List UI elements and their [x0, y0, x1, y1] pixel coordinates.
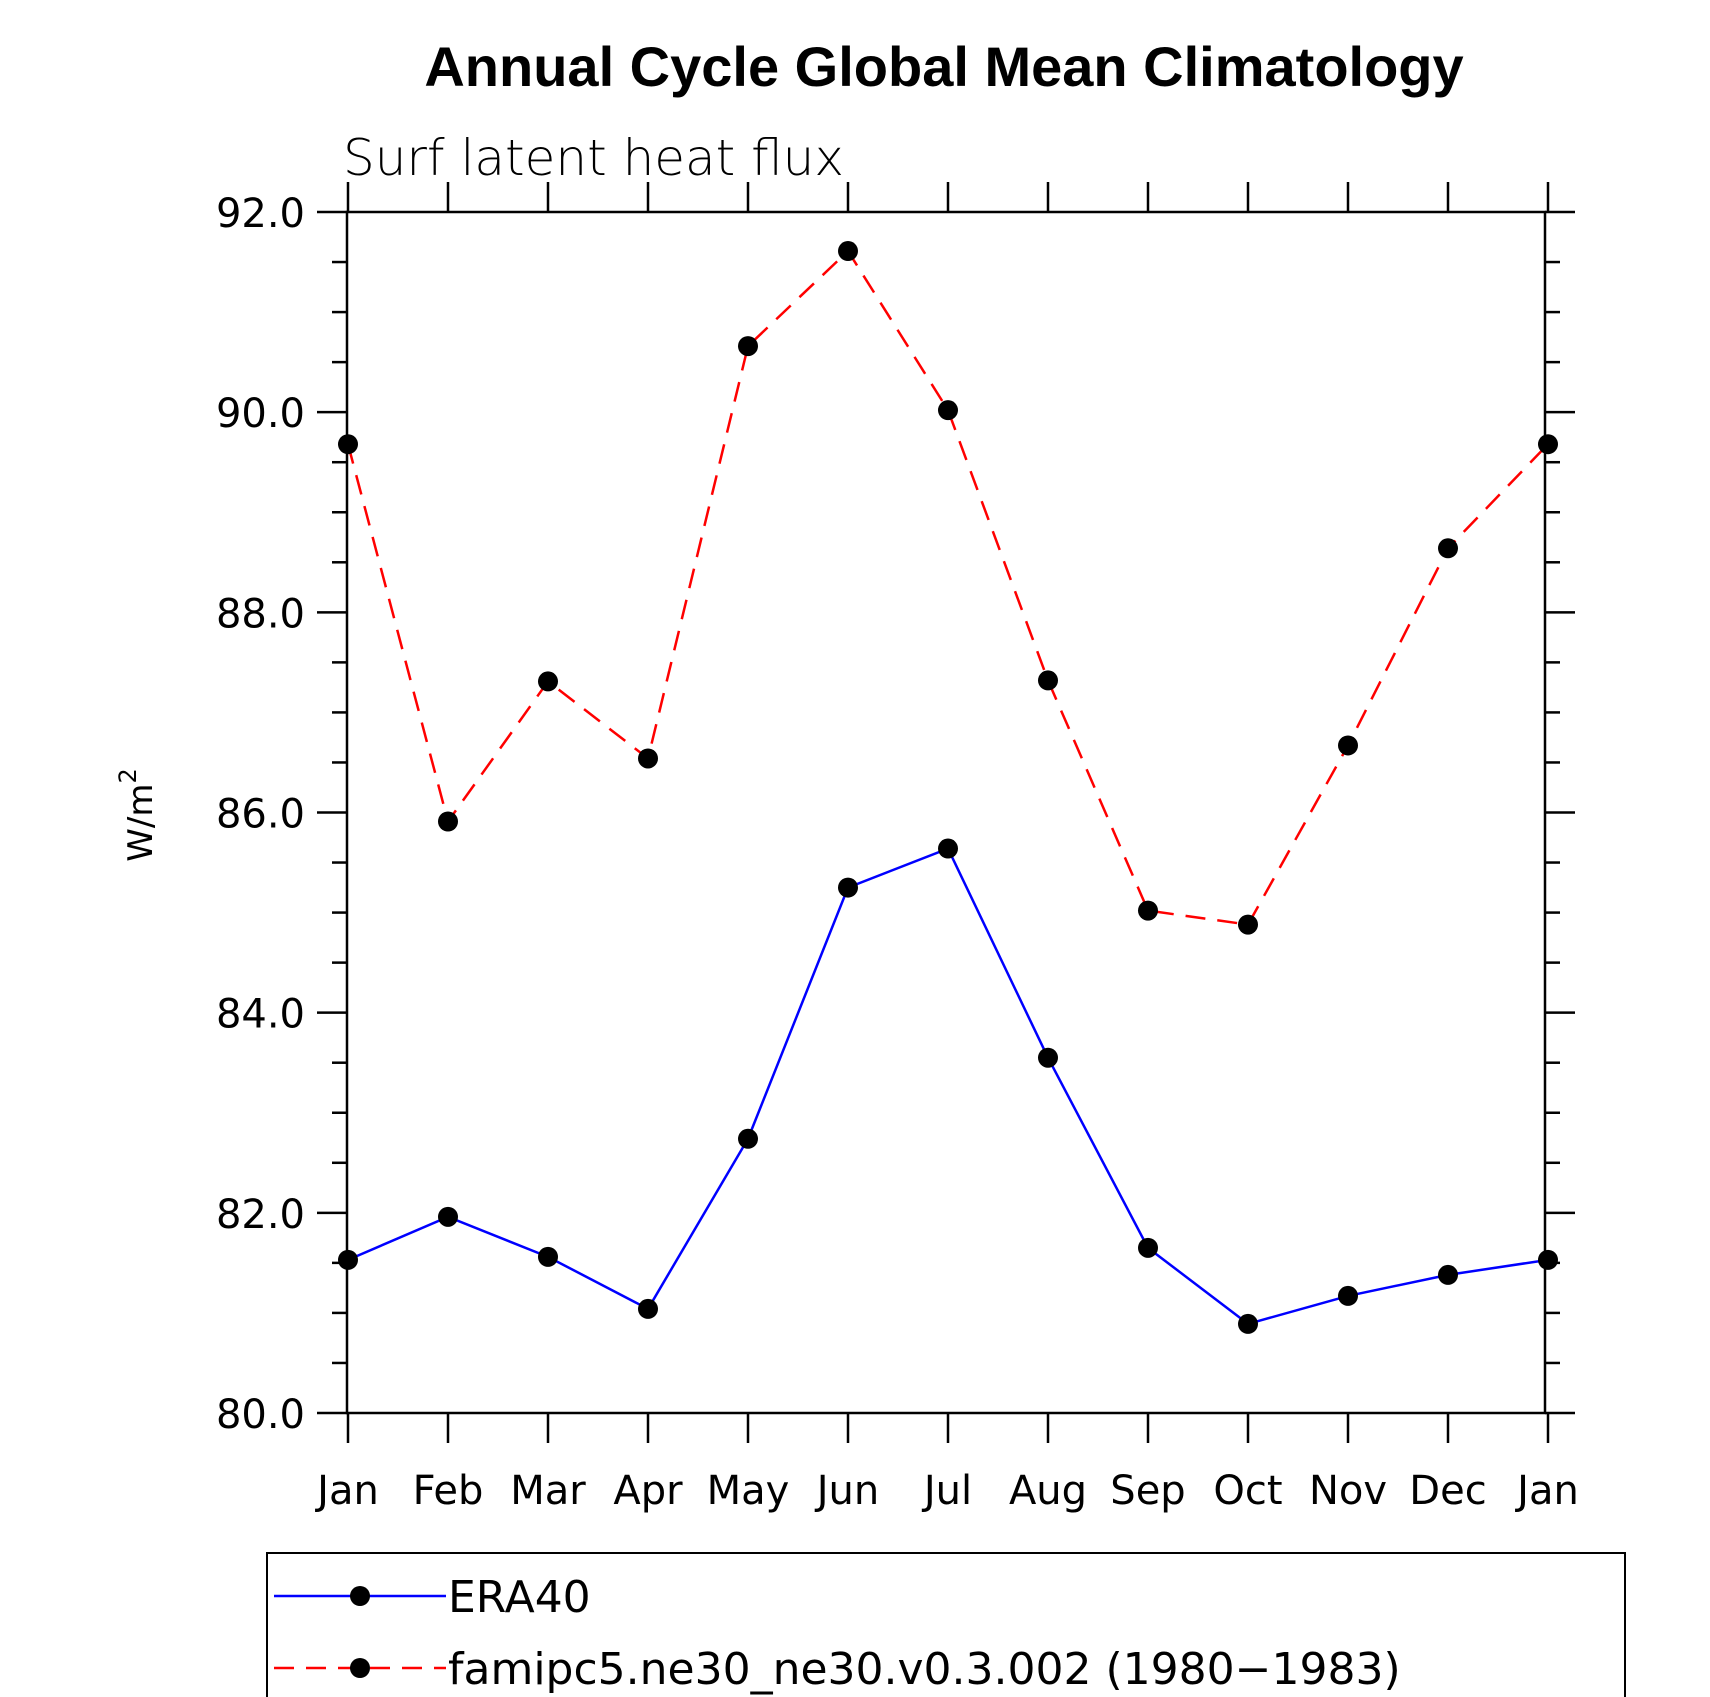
- x-tick-label: Sep: [1110, 1468, 1185, 1514]
- x-tick-labels: Jan Feb Mar Apr May Jun Jul Aug Sep Oct Nov Dec Jan: [314, 1468, 1579, 1514]
- y-axis-label-superscript: 2: [114, 768, 142, 783]
- legend-box: [266, 1552, 1626, 1697]
- data-point-series-2: [1338, 735, 1358, 756]
- data-point-series-1: [1438, 1264, 1458, 1285]
- x-tick-label: Jul: [921, 1468, 972, 1514]
- y-tick-labels: 80.0 82.0 84.0 86.0 88.0 90.0 92.0: [216, 191, 305, 1438]
- data-point-series-2: [1538, 434, 1558, 455]
- data-point-series-1: [1338, 1285, 1358, 1306]
- data-point-series-2: [1238, 914, 1258, 935]
- data-point-series-1: [538, 1246, 558, 1267]
- data-point-series-2: [1438, 538, 1458, 559]
- data-point-series-1: [738, 1128, 758, 1149]
- data-point-series-1: [638, 1298, 658, 1319]
- x-tick-label: Nov: [1309, 1468, 1387, 1514]
- data-point-series-1: [438, 1206, 458, 1227]
- data-point-series-2: [538, 671, 558, 692]
- y-tick-label: 90.0: [216, 391, 305, 437]
- legend: ERA40 famipc5.ne30_ne30.v0.3.002 (1980−19…: [274, 1572, 1401, 1695]
- x-tick-label: Dec: [1409, 1468, 1486, 1514]
- x-tick-label: Feb: [413, 1468, 484, 1514]
- data-point-series-1: [1538, 1249, 1558, 1270]
- data-point-series-1: [938, 838, 958, 859]
- legend-marker-2: [350, 1658, 370, 1678]
- data-point-series-2: [438, 811, 458, 832]
- x-tick-label: Oct: [1213, 1468, 1282, 1514]
- data-point-series-2: [738, 336, 758, 357]
- chart-subtitle: Surf latent heat flux: [343, 129, 844, 187]
- legend-label-1: ERA40: [448, 1572, 591, 1623]
- data-point-series-2: [1138, 900, 1158, 921]
- x-tick-label: Mar: [510, 1468, 586, 1514]
- legend-label-2: famipc5.ne30_ne30.v0.3.002 (1980−1983): [448, 1644, 1401, 1695]
- data-point-series-1: [838, 877, 858, 898]
- y-axis-label-unit: W/m: [121, 784, 161, 862]
- axis-ticks: [317, 182, 1575, 1443]
- x-tick-label: Jan: [1514, 1468, 1579, 1514]
- y-tick-label: 80.0: [216, 1392, 305, 1438]
- y-tick-label: 92.0: [216, 191, 305, 237]
- x-tick-label: Jun: [814, 1468, 880, 1514]
- y-tick-label: 88.0: [216, 591, 305, 637]
- y-tick-label: 86.0: [216, 792, 305, 838]
- data-point-series-1: [1138, 1237, 1158, 1258]
- x-tick-label: Apr: [613, 1468, 683, 1514]
- x-tick-label: Jan: [314, 1468, 379, 1514]
- chart-title: Annual Cycle Global Mean Climatology: [424, 35, 1463, 98]
- data-point-series-2: [938, 400, 958, 421]
- y-tick-label: 84.0: [216, 992, 305, 1038]
- plot-frame: [345, 210, 1547, 1415]
- data-point-series-2: [838, 241, 858, 262]
- data-point-series-1: [1238, 1313, 1258, 1334]
- legend-marker-1: [350, 1586, 370, 1606]
- x-tick-label: Aug: [1009, 1468, 1087, 1514]
- series-layer: [338, 241, 1558, 1334]
- x-tick-label: May: [707, 1468, 790, 1514]
- series-line-2: [346, 249, 1549, 926]
- series-line-1: [347, 846, 1549, 1326]
- data-point-series-2: [638, 748, 658, 769]
- data-point-series-1: [1038, 1047, 1058, 1068]
- data-point-series-2: [1038, 670, 1058, 691]
- y-axis-label: W/m2: [114, 768, 161, 861]
- y-tick-label: 82.0: [216, 1192, 305, 1238]
